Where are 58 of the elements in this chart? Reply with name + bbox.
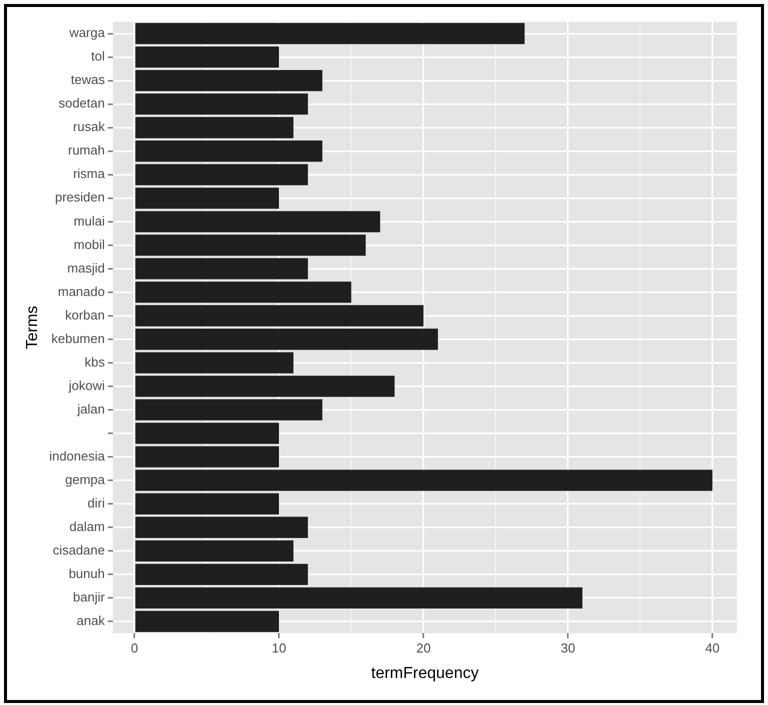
x-tick-label: 10	[272, 640, 286, 656]
bar	[135, 70, 322, 92]
bar	[135, 422, 280, 444]
y-tick-label: tewas	[70, 72, 106, 88]
y-tick-label: presiden	[54, 190, 105, 205]
bar	[135, 282, 352, 303]
y-tick-label: risma	[73, 166, 106, 182]
y-tick-label: bunuh	[68, 566, 105, 581]
y-tick-label: sodetan	[58, 96, 105, 111]
bar	[135, 22, 525, 44]
y-tick-label: warga	[68, 25, 106, 40]
bar	[135, 258, 308, 280]
y-tick-label: mobil	[74, 236, 105, 252]
bar	[135, 564, 308, 585]
bar	[135, 117, 294, 138]
y-tick-label: tol	[91, 48, 105, 64]
y-tick-label: korban	[65, 307, 105, 322]
y-tick-label: anak	[76, 613, 106, 628]
x-axis-title: termFrequency	[371, 664, 479, 682]
bar	[135, 540, 294, 562]
y-tick-label: rusak	[73, 119, 106, 134]
x-tick-label: 0	[130, 640, 138, 656]
y-tick-label: gempa	[65, 472, 106, 487]
bar	[135, 164, 308, 186]
x-tick-label: 40	[705, 640, 720, 656]
y-tick-label: banjir	[73, 590, 106, 605]
bar	[135, 46, 280, 68]
bar	[135, 470, 712, 491]
bar	[135, 188, 280, 209]
y-tick-label: manado	[58, 284, 105, 299]
bar	[135, 399, 322, 420]
bar	[135, 376, 395, 397]
bar	[135, 446, 280, 468]
bar	[135, 211, 380, 232]
y-axis-title: Terms	[24, 306, 42, 350]
y-tick-label: jokowi	[68, 378, 105, 393]
bar	[135, 305, 424, 326]
x-tick-label: 20	[416, 640, 431, 656]
y-tick-label: diri	[88, 495, 105, 510]
bar	[135, 94, 308, 115]
y-tick-label: kebumen	[51, 330, 105, 346]
bar	[135, 493, 280, 514]
y-tick-label: cisadane	[52, 542, 105, 558]
y-tick-label: indonesia	[49, 448, 106, 464]
y-tick-label: kbs	[84, 354, 106, 370]
bar	[135, 140, 322, 162]
bar	[135, 516, 308, 538]
bar	[135, 234, 366, 256]
y-tick-label: dalam	[69, 518, 105, 534]
bar	[135, 587, 582, 609]
bar	[135, 610, 280, 632]
bar	[135, 328, 438, 350]
y-tick-label: mulai	[74, 213, 105, 228]
x-tick-label: 30	[560, 640, 576, 656]
y-tick-label: masjid	[67, 260, 105, 276]
y-tick-label: rumah	[68, 142, 105, 158]
y-tick-label: jalan	[76, 401, 105, 416]
bar	[135, 352, 294, 374]
